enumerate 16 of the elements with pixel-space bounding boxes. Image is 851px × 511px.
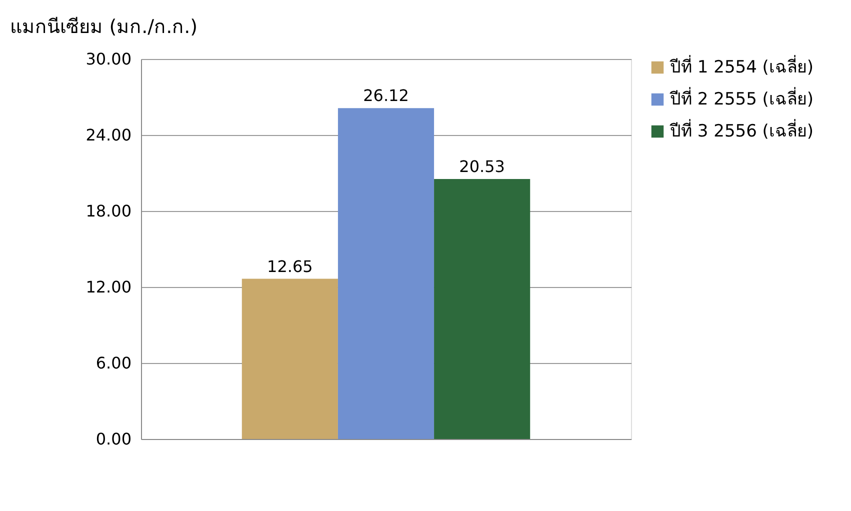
y-tick-label: 0.00 [96, 430, 132, 448]
y-tick-label: 24.00 [86, 126, 132, 144]
y-tick-label: 30.00 [86, 50, 132, 68]
bar [242, 278, 338, 439]
data-label: 12.65 [267, 256, 313, 276]
data-label: 20.53 [459, 156, 505, 176]
legend-label: ปีที่ 1 2554 (เฉลี่ย) [669, 54, 814, 78]
bar [434, 178, 530, 439]
data-label: 26.12 [363, 86, 409, 106]
y-tick-label: 18.00 [86, 202, 132, 220]
y-tick-label: 6.00 [96, 354, 132, 372]
chart-title: แมกนีเซียม (มก./ก.ก.) [10, 16, 198, 38]
y-tick-label: 12.00 [86, 278, 132, 296]
legend-label: ปีที่ 2 2555 (เฉลี่ย) [669, 86, 814, 110]
bar [338, 108, 434, 439]
legend-label: ปีที่ 3 2556 (เฉลี่ย) [669, 118, 814, 142]
